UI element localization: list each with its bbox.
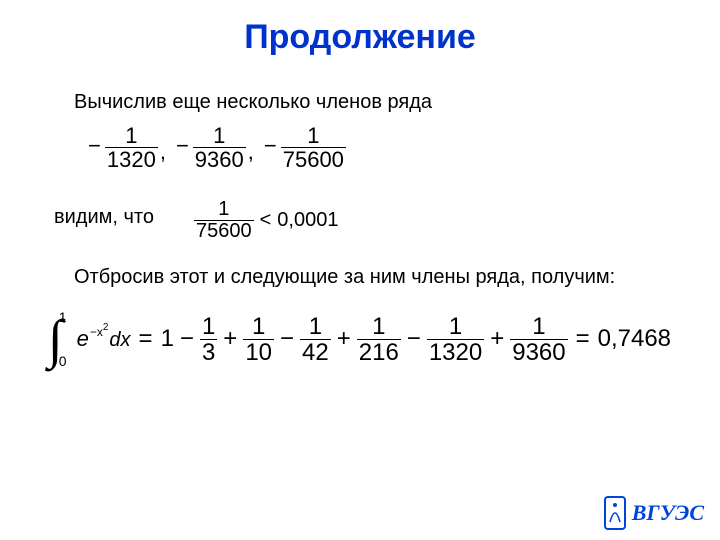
fraction: 1 10 [243,314,274,365]
series-terms: − 1 1320 , − 1 9360 , − 1 75600 [84,124,346,171]
fraction: 1 1320 [105,124,158,171]
text-line-2: видим, что [54,206,154,229]
inequality-row: видим, что 1 75600 < 0,0001 [40,199,680,242]
text-line-3: Отбросив этот и следующие за ним члены р… [74,266,634,289]
equals-sign: = [131,325,161,353]
integral-expansion: ∫ 1 0 e−x2dx = 1 − 1 3 + 1 10 − 1 42 + 1 [46,311,671,367]
separator: , [158,139,172,165]
integral-symbol: ∫ 1 0 [46,311,71,367]
logo-text: ВГУЭС [632,500,704,526]
fraction: 1 1320 [427,314,484,365]
minus-sign: − [260,133,281,159]
fraction: 1 9360 [510,314,567,365]
term: 1 [161,325,174,353]
fraction: 1 9360 [193,124,246,171]
integral-lower: 0 [59,353,67,369]
equals-sign: = [568,325,598,353]
rhs-value: 0,0001 [277,209,338,232]
separator: , [246,139,260,165]
minus-sign: − [174,325,200,353]
fraction: 1 3 [200,314,217,365]
integrand: e−x2dx [77,325,131,353]
plus-sign: + [484,325,510,353]
logo: ВГУЭС [604,496,704,530]
inequality: 1 75600 < 0,0001 [194,199,338,242]
logo-emblem-icon [604,496,626,530]
fraction: 1 75600 [281,124,346,171]
integral-upper: 1 [59,309,67,325]
fraction: 1 216 [357,314,401,365]
minus-sign: − [401,325,427,353]
plus-sign: + [217,325,243,353]
fraction: 1 42 [300,314,331,365]
page-title: Продолжение [40,18,680,57]
less-than: < [254,209,278,232]
plus-sign: + [331,325,357,353]
minus-sign: − [274,325,300,353]
result-value: 0,7468 [598,325,671,353]
slide: Продолжение Вычислив еще несколько члено… [0,0,720,540]
minus-sign: − [172,133,193,159]
fraction: 1 75600 [194,199,254,242]
text-line-1: Вычислив еще несколько членов ряда [74,91,680,114]
minus-sign: − [84,133,105,159]
